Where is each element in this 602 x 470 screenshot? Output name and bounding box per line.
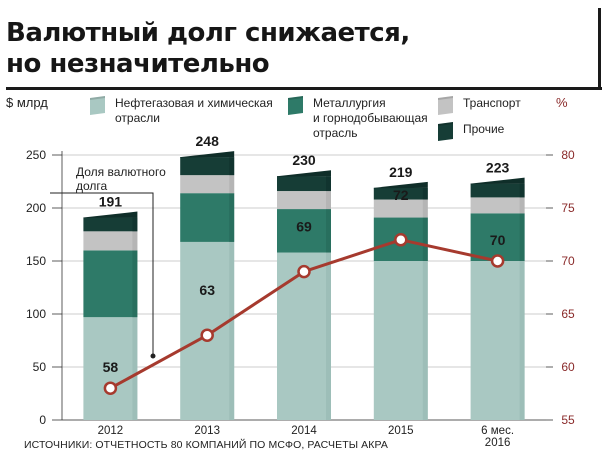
chart-title-line-1: Валютный долг снижается, (6, 18, 410, 48)
bar-transport-side (422, 199, 428, 218)
legend-item-transport: Транспорт (438, 95, 521, 116)
title-side-rule (598, 8, 601, 90)
bar-oil-gas-side (132, 317, 138, 420)
bar-total-label: 248 (196, 133, 220, 149)
x-tick-label: 2013 (194, 425, 220, 437)
y-tick-label: 150 (26, 254, 46, 268)
legend-label-other: Прочие (463, 122, 505, 136)
x-tick-label: 2014 (291, 425, 317, 437)
y2-tick-label: 75 (561, 201, 575, 215)
annotation-dot (150, 353, 156, 359)
y-tick-label: 100 (26, 307, 46, 321)
share-value-label: 58 (103, 359, 119, 375)
bar-transport-side (326, 191, 331, 210)
bar-other (373, 187, 428, 200)
y-tick-label: 50 (33, 360, 47, 374)
share-point (490, 254, 505, 268)
title-underline (6, 87, 602, 90)
bar-oil-gas (470, 261, 525, 420)
x-tick-label: 6 мес. (481, 425, 514, 437)
x-tick-label: 2015 (388, 425, 414, 437)
bar-oil-gas (373, 261, 428, 420)
annotation-text: долга (76, 179, 108, 193)
bar-transport (373, 199, 428, 218)
bar-total-label: 219 (389, 164, 413, 180)
bar-metallurgy-side (519, 213, 525, 261)
bar-oil-gas-side (519, 261, 525, 420)
share-point (394, 233, 408, 247)
bar-transport-side (229, 175, 235, 194)
y-tick-label: 250 (26, 148, 46, 162)
bar-oil-gas-side (326, 252, 331, 420)
y-tick-label: 0 (39, 413, 46, 427)
bar-metallurgy-side (132, 250, 138, 318)
bar-total-label: 223 (486, 160, 510, 176)
y2-tick-label: 65 (561, 307, 575, 321)
legend-item-metallurgy: Металлургия и горнодобывающая отрасль (288, 95, 428, 141)
bar-transport-side (132, 231, 138, 251)
bar-transport (470, 197, 525, 214)
bar-metallurgy (83, 250, 138, 318)
bar-other-side (422, 187, 428, 200)
legend-label-metallurgy: Металлургия и горнодобывающая отрасль (313, 96, 428, 140)
annotation-text: Доля валютного (76, 165, 166, 179)
share-point (200, 328, 214, 342)
bar-metallurgy-side (422, 217, 428, 261)
bar-top-cap (373, 181, 428, 189)
x-tick-label: 2016 (485, 437, 511, 449)
bar-transport (83, 231, 138, 251)
legend-label-oil-gas: Нефтегазовая и химическая отрасли (115, 96, 273, 125)
legend-label-transport: Транспорт (463, 96, 521, 110)
bar-other (470, 183, 525, 198)
share-point (103, 381, 118, 395)
y2-tick-label: 70 (561, 254, 575, 268)
bar-top-cap (180, 151, 235, 158)
bar-other (83, 217, 138, 232)
bar-oil-gas (277, 252, 331, 420)
bar-metallurgy (470, 213, 525, 261)
bar-transport-side (519, 197, 525, 214)
annotation-leader (50, 192, 154, 356)
bar-other (180, 157, 235, 176)
bar-other (277, 176, 331, 192)
bar-total-label: 230 (292, 152, 316, 168)
bar-other-side (132, 217, 138, 232)
bar-metallurgy (277, 209, 331, 253)
bar-transport (180, 175, 235, 194)
bar-oil-gas (83, 317, 138, 420)
y2-tick-label: 80 (561, 148, 575, 162)
x-tick-label: 2012 (98, 425, 124, 437)
bar-other-side (229, 157, 235, 176)
legend-item-oil-gas: Нефтегазовая и химическая отрасли (90, 95, 273, 126)
bar-top-cap (470, 177, 525, 185)
share-value-label: 72 (393, 187, 409, 203)
y2-tick-label: 55 (561, 413, 575, 427)
share-point (297, 264, 311, 279)
y2-tick-label: 60 (561, 360, 575, 374)
bar-top-cap (277, 170, 331, 177)
bar-other-side (326, 176, 331, 192)
chart-title-line-2: но незначительно (6, 49, 270, 79)
share-value-label: 63 (199, 282, 215, 298)
left-axis-unit: $ млрд (6, 95, 48, 110)
share-value-label: 70 (490, 232, 506, 248)
bar-metallurgy (180, 193, 235, 242)
bar-oil-gas-side (422, 261, 428, 420)
bar-metallurgy-side (326, 209, 331, 253)
bar-metallurgy-side (229, 193, 235, 242)
bar-oil-gas-side (229, 241, 235, 420)
chart-title: Валютный долг снижается, но незначительн… (6, 18, 410, 80)
bar-top-cap (83, 211, 138, 219)
y-tick-label: 200 (26, 201, 46, 215)
bar-total-label: 191 (99, 194, 123, 210)
right-axis-unit: % (556, 95, 568, 110)
bar-other-side (519, 183, 525, 198)
source-note: ИСТОЧНИКИ: ОТЧЕТНОСТЬ 80 КОМПАНИЙ ПО МСФ… (24, 439, 388, 451)
bar-transport (277, 191, 331, 210)
share-value-label: 69 (296, 219, 312, 235)
legend-item-other: Прочие (438, 121, 505, 142)
